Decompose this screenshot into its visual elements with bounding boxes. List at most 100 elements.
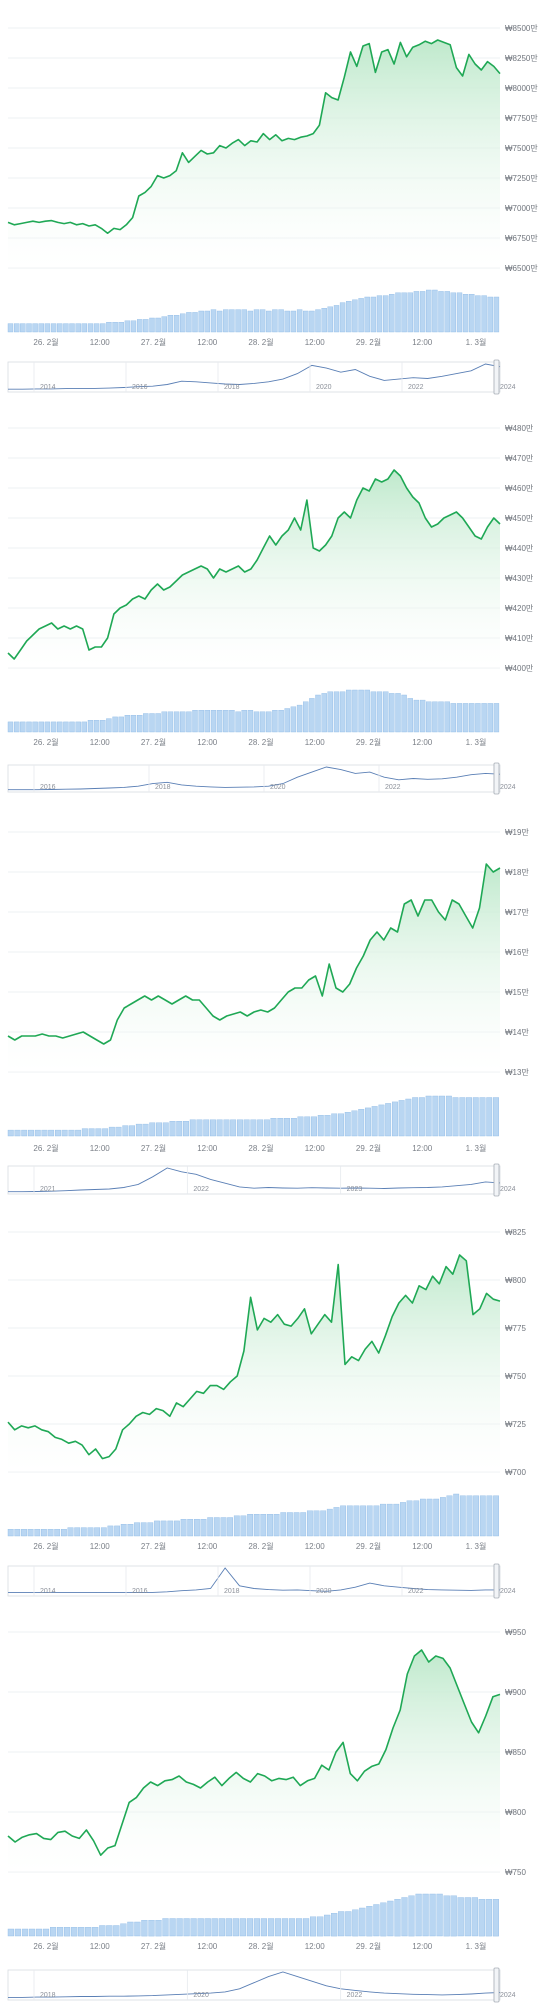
navigator-year-label: 2016 bbox=[132, 1588, 148, 1595]
volume-bar bbox=[290, 706, 297, 733]
volume-bar bbox=[270, 1118, 277, 1137]
volume-bar bbox=[364, 689, 370, 733]
volume-bar bbox=[373, 1505, 380, 1537]
volume-bar bbox=[304, 1116, 311, 1137]
navigator-handle[interactable] bbox=[493, 359, 500, 395]
volume-bar bbox=[54, 1529, 61, 1537]
volume-bar bbox=[327, 691, 333, 733]
volume-bar bbox=[365, 1107, 371, 1137]
volume-bar bbox=[247, 310, 254, 333]
volume-bar bbox=[100, 720, 106, 733]
volume-bar bbox=[190, 1918, 197, 1937]
volume-bar bbox=[253, 309, 260, 333]
volume-bar bbox=[143, 713, 149, 733]
volume-bar bbox=[413, 699, 420, 733]
volume-bar bbox=[107, 1525, 114, 1537]
volume-bar bbox=[444, 701, 450, 733]
price-line bbox=[7, 1254, 501, 1460]
volume-bar bbox=[303, 310, 309, 333]
y-tick-label: ₩410만 bbox=[505, 634, 534, 643]
volume-bar bbox=[331, 1113, 338, 1137]
x-tick-label: 28. 2월 bbox=[248, 1143, 273, 1153]
volume-bar bbox=[169, 1121, 176, 1137]
volume-bar bbox=[481, 703, 487, 733]
volume-bar bbox=[453, 1493, 460, 1537]
volume-bar bbox=[204, 1918, 211, 1937]
volume-bar bbox=[315, 309, 321, 333]
volume-bar bbox=[339, 691, 346, 733]
volume-bar bbox=[446, 1495, 453, 1537]
navigator-handle[interactable] bbox=[493, 1163, 500, 1197]
volume-bar bbox=[389, 693, 395, 733]
navigator-handle[interactable] bbox=[493, 762, 500, 795]
volume-bar bbox=[87, 720, 94, 733]
x-tick-label: 12:00 bbox=[197, 1542, 218, 1551]
volume-bar bbox=[162, 1918, 169, 1937]
volume-bar bbox=[263, 1119, 270, 1137]
volume-bar bbox=[48, 1129, 55, 1137]
navigator-year-label: 2020 bbox=[316, 384, 332, 391]
volume-bar bbox=[232, 1918, 239, 1937]
volume-bar bbox=[309, 698, 315, 733]
volume-bar bbox=[63, 323, 69, 333]
volume-bar bbox=[352, 299, 358, 333]
volume-bar bbox=[485, 1899, 492, 1937]
volume-bar bbox=[406, 1500, 413, 1537]
x-tick-label: 12:00 bbox=[90, 738, 111, 747]
volume-bar bbox=[61, 1529, 67, 1537]
volume-bar bbox=[401, 1897, 408, 1937]
x-tick-label: 12:00 bbox=[305, 1942, 326, 1951]
volume-bar bbox=[92, 1927, 99, 1937]
volume-bar bbox=[436, 1893, 443, 1937]
navigator-handle[interactable] bbox=[493, 1563, 500, 1599]
y-tick-label: ₩430만 bbox=[505, 574, 534, 583]
volume-bar bbox=[352, 1909, 359, 1937]
navigator[interactable]: 2021 2022 2023 2024 bbox=[7, 1163, 516, 1197]
navigator[interactable]: 2018 2020 2022 2024 bbox=[7, 1967, 516, 2003]
volume-bar bbox=[426, 289, 432, 333]
volume-bar bbox=[192, 312, 198, 333]
volume-bar bbox=[38, 323, 44, 333]
volume-bar bbox=[204, 710, 211, 733]
navigator[interactable]: 2016 2018 2020 2022 2024 bbox=[7, 762, 516, 795]
volume-bar bbox=[351, 1110, 358, 1137]
navigator-year-label: 2022 bbox=[408, 1588, 424, 1595]
volume-bar bbox=[112, 322, 118, 333]
volume-bar bbox=[309, 310, 315, 333]
volume-bar bbox=[41, 1129, 48, 1137]
volume-bar bbox=[223, 710, 229, 733]
volume-bar bbox=[464, 1897, 471, 1937]
volume-bar bbox=[303, 701, 309, 733]
volume-bar bbox=[240, 1515, 247, 1537]
volume-bar bbox=[81, 1128, 88, 1137]
y-tick-label: ₩16만 bbox=[505, 948, 529, 957]
volume-bar bbox=[241, 710, 247, 733]
y-tick-label: ₩19만 bbox=[505, 828, 529, 837]
volume-bar bbox=[395, 292, 401, 333]
volume-bar bbox=[313, 1510, 320, 1537]
volume-bar bbox=[433, 1498, 440, 1537]
navigator-year-label: 2020 bbox=[193, 1992, 209, 1999]
volume-bar bbox=[407, 292, 413, 333]
volume-bar bbox=[493, 1495, 499, 1537]
volume-bar bbox=[383, 691, 389, 733]
volume-bar bbox=[429, 1893, 436, 1937]
x-tick-label: 12:00 bbox=[305, 338, 326, 347]
volume-bar bbox=[63, 721, 69, 733]
navigator[interactable]: 2014 2016 2018 2020 2022 2024 bbox=[7, 359, 516, 395]
volume-bar bbox=[338, 1113, 344, 1137]
volume-bar bbox=[243, 1119, 250, 1137]
volume-bar bbox=[376, 691, 383, 733]
x-tick-label: 1. 3월 bbox=[466, 1941, 487, 1951]
volume-bar bbox=[293, 1512, 300, 1537]
volume-bar bbox=[47, 1529, 54, 1537]
volume-bar bbox=[57, 1927, 64, 1937]
navigator[interactable]: 2014 2016 2018 2020 2022 2024 bbox=[7, 1563, 516, 1599]
volume-bar bbox=[478, 1899, 485, 1937]
volume-bar bbox=[353, 1505, 360, 1537]
navigator-handle[interactable] bbox=[493, 1967, 500, 2003]
x-tick-label: 28. 2월 bbox=[248, 1941, 273, 1951]
navigator-year-label: 2024 bbox=[500, 1992, 516, 1999]
volume-bar bbox=[413, 291, 420, 333]
